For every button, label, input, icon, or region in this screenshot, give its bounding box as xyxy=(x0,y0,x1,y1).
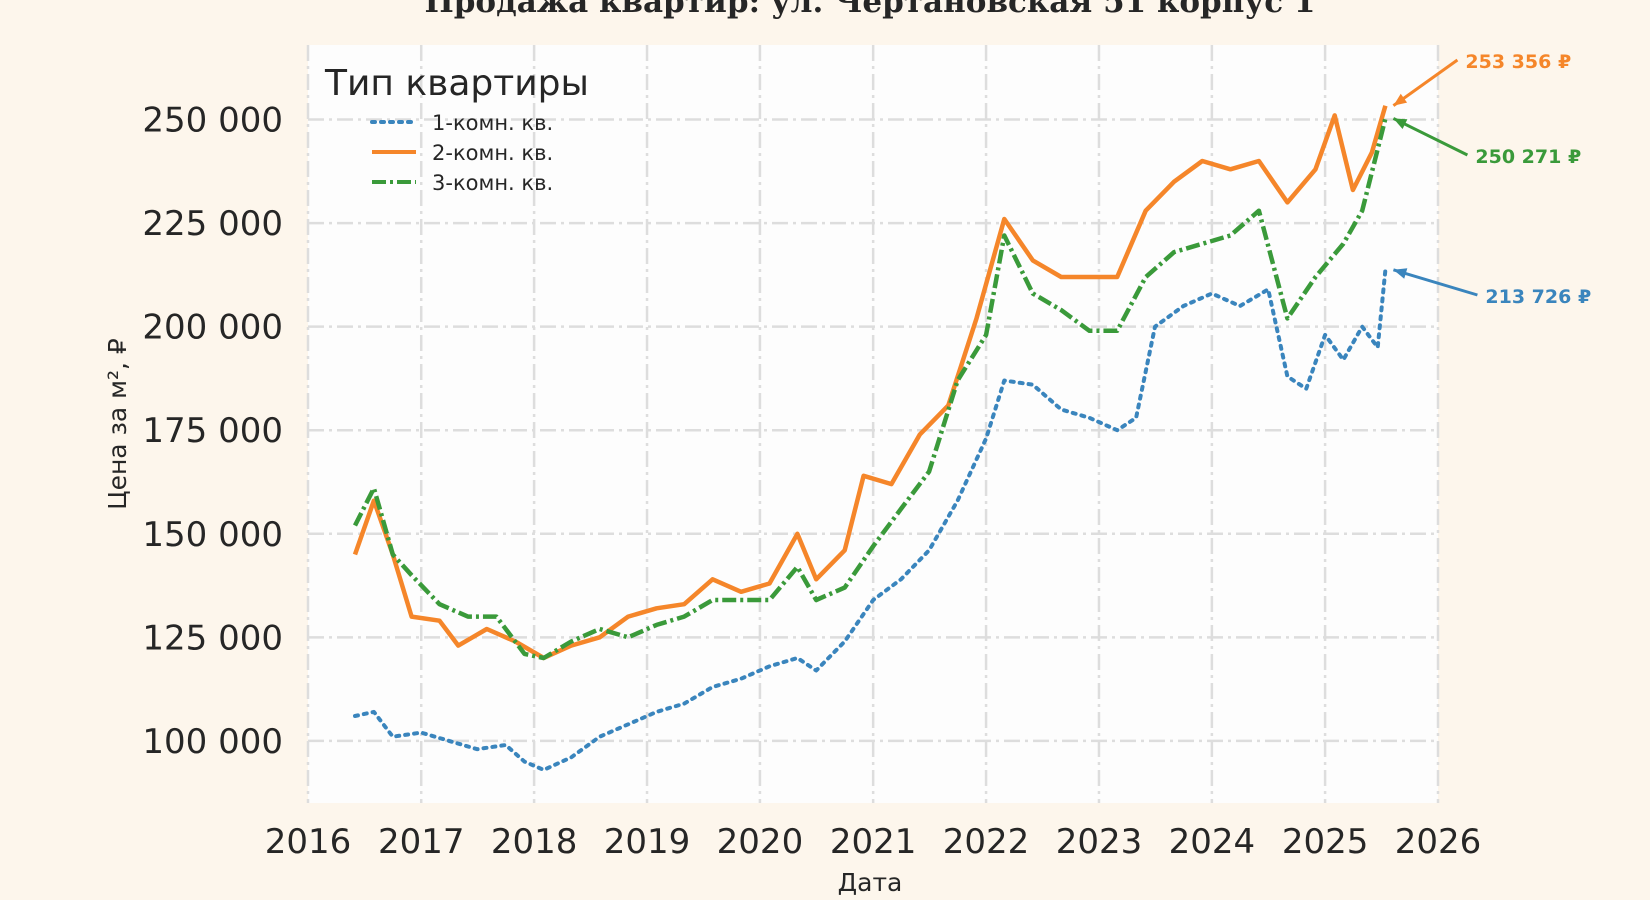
legend-label-3: 3-комн. кв. xyxy=(432,171,553,195)
y-tick-label: 175 000 xyxy=(142,411,283,451)
x-tick-label: 2021 xyxy=(830,822,917,862)
x-tick-label: 2017 xyxy=(378,822,465,862)
x-tick-label: 2026 xyxy=(1395,822,1482,862)
annotation-arrowhead xyxy=(1393,93,1408,106)
y-tick-label: 150 000 xyxy=(142,515,283,555)
x-tick-label: 2022 xyxy=(943,822,1030,862)
x-tick-label: 2024 xyxy=(1169,822,1256,862)
annotation-label: 250 271 ₽ xyxy=(1475,146,1581,168)
series-line-2 xyxy=(352,105,1388,661)
annotations: 253 356 ₽ 250 271 ₽ 213 726 ₽ xyxy=(1392,51,1591,308)
legend: Тип квартиры 1-комн. кв. 2-комн. кв. 3-к… xyxy=(324,63,589,195)
y-tick-label: 225 000 xyxy=(142,204,283,244)
annotation-arrow xyxy=(1392,117,1469,157)
legend-title: Тип квартиры xyxy=(324,63,589,104)
legend-label-2: 2-комн. кв. xyxy=(432,141,553,165)
annotation-arrow xyxy=(1392,268,1478,297)
x-axis: 2016 2017 2018 2019 2020 2021 2022 2023 2024 2025… xyxy=(265,822,1482,862)
y-tick-label: 125 000 xyxy=(142,618,283,658)
y-axis-title: Цена за м², ₽ xyxy=(103,338,132,510)
x-tick-label: 2016 xyxy=(265,822,352,862)
annotation-label: 253 356 ₽ xyxy=(1465,51,1571,73)
annotation-label: 213 726 ₽ xyxy=(1485,286,1591,308)
series-line-3 xyxy=(352,117,1388,661)
y-tick-label: 250 000 xyxy=(142,101,283,141)
annotation-arrowhead xyxy=(1393,268,1408,279)
chart-title: Продажа квартир: ул. Чертановская 51 кор… xyxy=(424,0,1315,20)
x-tick-label: 2019 xyxy=(604,822,691,862)
y-tick-label: 200 000 xyxy=(142,308,283,348)
y-axis: 100 000 125 000 150 000 175 000 200 000 225 0… xyxy=(142,101,283,762)
series-line-1 xyxy=(353,267,1388,772)
x-tick-label: 2023 xyxy=(1056,822,1143,862)
x-axis-title: Дата xyxy=(838,868,903,897)
legend-label-1: 1-комн. кв. xyxy=(432,111,553,135)
x-tick-label: 2020 xyxy=(717,822,804,862)
y-tick-label: 100 000 xyxy=(142,722,283,762)
x-tick-label: 2018 xyxy=(491,822,578,862)
annotation-arrowhead xyxy=(1393,118,1408,130)
x-tick-label: 2025 xyxy=(1282,822,1369,862)
annotation-arrow xyxy=(1392,58,1459,107)
series-group xyxy=(352,105,1388,772)
